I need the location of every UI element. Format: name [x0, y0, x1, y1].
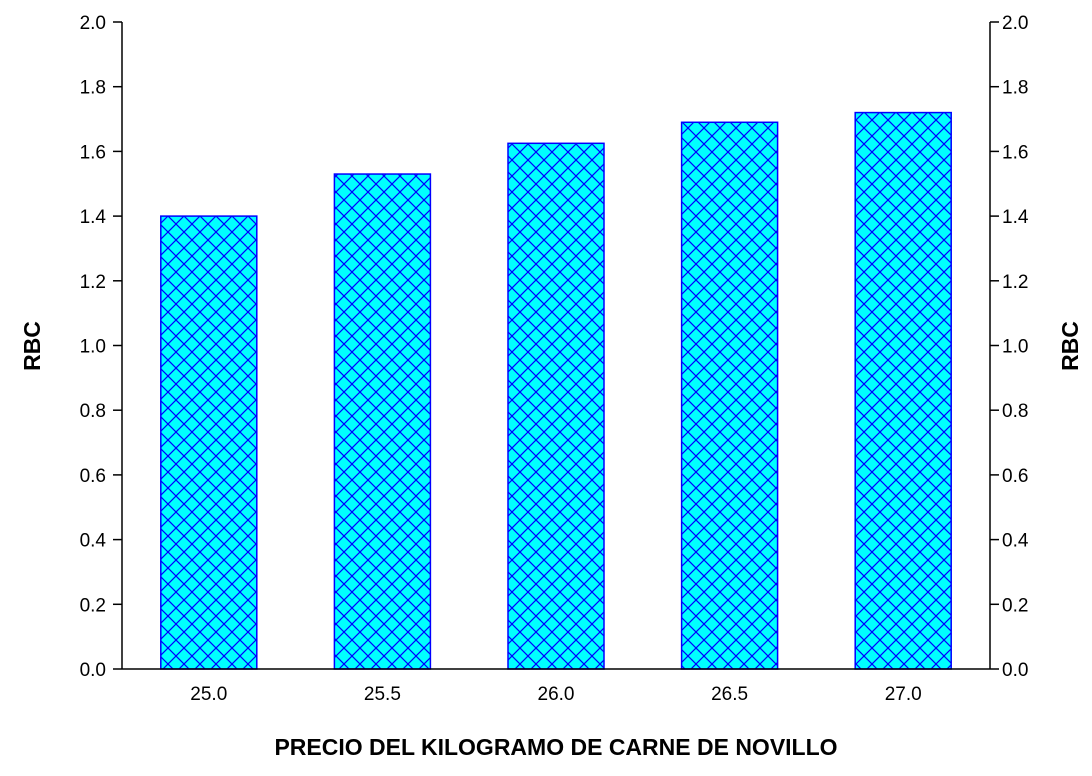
right-tick-label: 1.0 [1002, 337, 1028, 358]
right-tick-label: 1.4 [1002, 207, 1029, 228]
right-tick-label: 2.0 [1002, 13, 1028, 34]
x-tick-label: 27.0 [885, 684, 922, 705]
right-y-ticks: 0.0 0.2 0.4 0.6 0.8 1.0 1.2 1.4 1.6 1.8 2.0 [990, 13, 1029, 681]
left-tick-label: 2.0 [80, 13, 106, 34]
left-tick-label: 1.2 [80, 272, 106, 293]
x-ticks: 25.0 25.5 26.0 26.5 27.0 [190, 684, 921, 705]
bar-25.0 [160, 215, 258, 670]
left-tick-label: 0.0 [80, 660, 106, 681]
x-tick-label: 25.5 [364, 684, 401, 705]
y-axis-title-right: RBC [1057, 321, 1083, 371]
x-axis-title: PRECIO DEL KILOGRAMO DE CARNE DE NOVILLO [274, 734, 837, 760]
right-tick-label: 1.6 [1002, 142, 1028, 163]
right-tick-label: 0.2 [1002, 595, 1028, 616]
right-tick-label: 0.6 [1002, 466, 1028, 487]
right-tick-label: 0.0 [1002, 660, 1028, 681]
right-tick-label: 0.4 [1002, 531, 1029, 552]
left-y-ticks: 0.0 0.2 0.4 0.6 0.8 1.0 1.2 1.4 1.6 1.8 2.0 [80, 13, 122, 681]
left-tick-label: 0.6 [80, 466, 106, 487]
bar-26.0 [507, 142, 605, 670]
left-tick-label: 0.2 [80, 595, 106, 616]
bars-layer [160, 111, 952, 670]
right-tick-label: 1.2 [1002, 272, 1028, 293]
left-tick-label: 1.0 [80, 337, 106, 358]
right-tick-label: 0.8 [1002, 401, 1028, 422]
bar-27.0 [854, 111, 952, 670]
left-tick-label: 1.4 [80, 207, 107, 228]
x-tick-label: 26.0 [538, 684, 575, 705]
bar-26.5 [680, 121, 779, 670]
right-tick-label: 1.8 [1002, 78, 1028, 99]
left-tick-label: 0.4 [80, 531, 107, 552]
x-tick-label: 26.5 [711, 684, 748, 705]
left-tick-label: 0.8 [80, 401, 106, 422]
bar-25.5 [333, 173, 432, 670]
left-tick-label: 1.6 [80, 142, 106, 163]
left-tick-label: 1.8 [80, 78, 106, 99]
x-tick-label: 25.0 [190, 684, 227, 705]
y-axis-title-left: RBC [19, 321, 45, 371]
